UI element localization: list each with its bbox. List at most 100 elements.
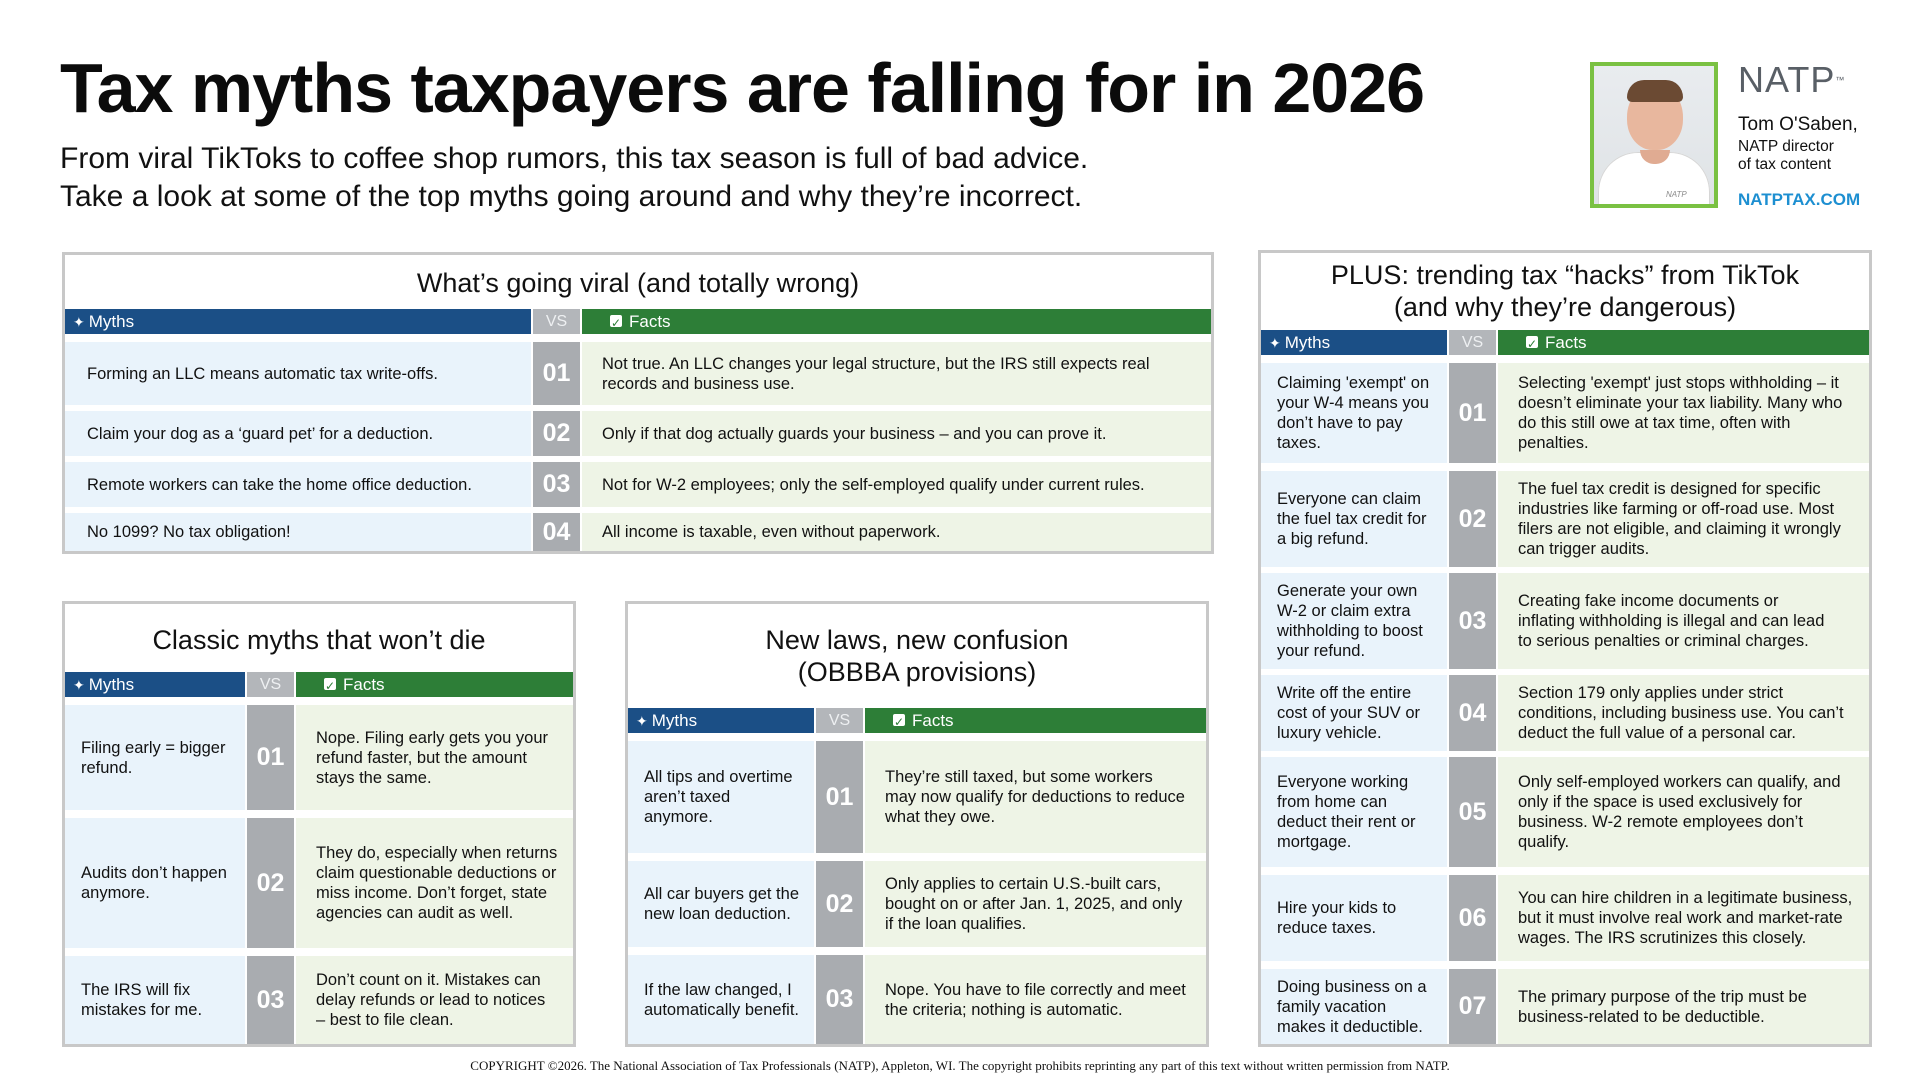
fact-cell: Don’t count on it. Mistakes can delay re…	[296, 956, 573, 1044]
vs-column-header: VS	[247, 672, 294, 697]
fact-cell: All income is taxable, even without pape…	[582, 513, 1211, 551]
myth-cell: All tips and overtime aren’t taxed anymo…	[628, 741, 814, 853]
row-number: 02	[247, 818, 294, 948]
myth-cell: Everyone can claim the fuel tax credit f…	[1261, 471, 1447, 567]
facts-column-header: Facts	[1498, 330, 1869, 357]
subtitle-line-1: From viral TikToks to coffee shop rumors…	[60, 142, 1089, 175]
viral-myths-panel: What’s going viral (and totally wrong) ✦…	[62, 252, 1214, 554]
natp-logo-text: NATP	[1738, 59, 1836, 100]
facts-label: Facts	[629, 312, 671, 331]
new-laws-table-header: ✦Myths VS Facts	[628, 708, 1206, 735]
myth-cell: Generate your own W-2 or claim extra wit…	[1261, 573, 1447, 669]
myths-column-header: ✦ Myths	[628, 708, 814, 733]
myth-cell: Write off the entire cost of your SUV or…	[1261, 675, 1447, 751]
fact-cell: Only if that dog actually guards your bu…	[582, 411, 1211, 456]
myth-cell: Claim your dog as a ‘guard pet’ for a de…	[65, 411, 531, 456]
row-number: 07	[1449, 969, 1496, 1044]
myths-column-header: ✦ Myths	[65, 672, 245, 697]
fact-cell: They’re still taxed, but some workers ma…	[865, 741, 1206, 853]
classic-myths-panel: Classic myths that won’t die ✦Myths VS F…	[62, 601, 576, 1047]
table-row: Claim your dog as a ‘guard pet’ for a de…	[65, 411, 1211, 456]
new-laws-title-line-1: New laws, new confusion	[765, 625, 1069, 655]
author-role-line-2: of tax content	[1738, 156, 1832, 173]
row-number: 01	[1449, 363, 1496, 463]
myths-label: Myths	[88, 312, 135, 331]
myth-cell: All car buyers get the new loan deductio…	[628, 861, 814, 947]
row-number: 03	[247, 956, 294, 1044]
facts-column-header: Facts	[582, 309, 1211, 336]
myths-label: Myths	[88, 675, 135, 694]
vs-column-header: VS	[816, 708, 863, 733]
facts-column-header: Facts	[865, 708, 1206, 735]
myths-label: Myths	[1284, 333, 1331, 352]
checkbox-icon	[1526, 332, 1538, 357]
myth-cell: Doing business on a family vacation make…	[1261, 969, 1447, 1044]
myth-cell: Everyone working from home can deduct th…	[1261, 757, 1447, 867]
row-number: 03	[533, 462, 580, 507]
myth-cell: Forming an LLC means automatic tax write…	[65, 342, 531, 405]
header: Tax myths taxpayers are falling for in 2…	[60, 48, 1560, 216]
row-number: 02	[533, 411, 580, 456]
fact-cell: The primary purpose of the trip must be …	[1498, 969, 1869, 1044]
page-subtitle: From viral TikToks to coffee shop rumors…	[60, 140, 1560, 216]
fact-cell: Not true. An LLC changes your legal stru…	[582, 342, 1211, 405]
author-name: Tom O'Saben,	[1738, 114, 1858, 135]
row-number: 01	[533, 342, 580, 405]
myth-cell: Filing early = bigger refund.	[65, 705, 245, 810]
tiktok-title-line-2: (and why they’re dangerous)	[1393, 292, 1737, 322]
new-laws-title-line-2: (OBBBA provisions)	[797, 657, 1037, 687]
website-link[interactable]: NATPTAX.COM	[1738, 190, 1861, 209]
author-block: NATP NATP™ Tom O'Saben, NATP director of…	[1590, 60, 1890, 210]
row-number: 02	[816, 861, 863, 947]
photo-hair	[1627, 80, 1683, 102]
table-row: Forming an LLC means automatic tax write…	[65, 342, 1211, 405]
sparkle-icon: ✦	[73, 677, 85, 693]
table-row: Doing business on a family vacation make…	[1261, 969, 1869, 1044]
author-role-line-1: NATP director	[1738, 138, 1834, 155]
myths-column-header: ✦ Myths	[1261, 330, 1447, 355]
table-row: Filing early = bigger refund. 01 Nope. F…	[65, 705, 573, 810]
table-row: Hire your kids to reduce taxes. 06 You c…	[1261, 875, 1869, 961]
table-row: No 1099? No tax obligation! 04 All incom…	[65, 513, 1211, 551]
fact-cell: Section 179 only applies under strict co…	[1498, 675, 1869, 751]
table-row: Generate your own W-2 or claim extra wit…	[1261, 573, 1869, 669]
fact-cell: Only applies to certain U.S.-built cars,…	[865, 861, 1206, 947]
row-number: 05	[1449, 757, 1496, 867]
row-number: 01	[816, 741, 863, 853]
myths-label: Myths	[651, 711, 698, 730]
classic-table-header: ✦Myths VS Facts	[65, 672, 573, 699]
fact-cell: Not for W-2 employees; only the self-emp…	[582, 462, 1211, 507]
fact-cell: Nope. Filing early gets you your refund …	[296, 705, 573, 810]
sparkle-icon: ✦	[636, 713, 648, 729]
viral-table-header: ✦Myths VS Facts	[65, 309, 1211, 336]
row-number: 02	[1449, 471, 1496, 567]
new-laws-panel-title: New laws, new confusion (OBBBA provision…	[628, 624, 1206, 688]
tiktok-table-header: ✦Myths VS Facts	[1261, 330, 1869, 357]
facts-label: Facts	[1545, 333, 1587, 352]
fact-cell: The fuel tax credit is designed for spec…	[1498, 471, 1869, 567]
row-number: 06	[1449, 875, 1496, 961]
myths-column-header: ✦ Myths	[65, 309, 531, 334]
row-number: 01	[247, 705, 294, 810]
tiktok-panel-title: PLUS: trending tax “hacks” from TikTok (…	[1261, 259, 1869, 323]
table-row: The IRS will fix mistakes for me. 03 Don…	[65, 956, 573, 1044]
myth-cell: The IRS will fix mistakes for me.	[65, 956, 245, 1044]
myth-cell: If the law changed, I automatically bene…	[628, 955, 814, 1044]
row-number: 04	[533, 513, 580, 551]
table-row: Everyone working from home can deduct th…	[1261, 757, 1869, 867]
trademark-mark: ™	[1835, 75, 1846, 85]
table-row: Everyone can claim the fuel tax credit f…	[1261, 471, 1869, 567]
viral-panel-title: What’s going viral (and totally wrong)	[416, 268, 860, 298]
sparkle-icon: ✦	[1269, 335, 1281, 351]
table-row: Write off the entire cost of your SUV or…	[1261, 675, 1869, 751]
new-laws-panel: New laws, new confusion (OBBBA provision…	[625, 601, 1209, 1047]
fact-cell: Nope. You have to file correctly and mee…	[865, 955, 1206, 1044]
tiktok-title-line-1: PLUS: trending tax “hacks” from TikTok	[1330, 260, 1800, 290]
fact-cell: Selecting 'exempt' just stops withholdin…	[1498, 363, 1869, 463]
author-role: NATP director of tax content	[1738, 138, 1888, 174]
sparkle-icon: ✦	[73, 314, 85, 330]
checkbox-icon	[893, 710, 905, 735]
natp-logo: NATP™	[1738, 60, 1845, 100]
myth-cell: No 1099? No tax obligation!	[65, 513, 531, 551]
row-number: 04	[1449, 675, 1496, 751]
